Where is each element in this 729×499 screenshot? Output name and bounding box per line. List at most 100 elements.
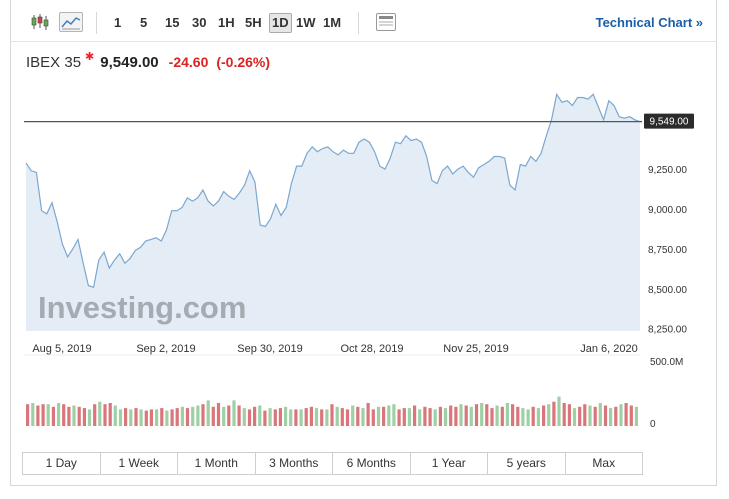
- timeframe-15[interactable]: 15: [165, 15, 180, 30]
- volume-axis-zero: 0: [650, 419, 656, 430]
- volume-bar: [521, 408, 525, 426]
- toolbar-separator: [358, 12, 359, 34]
- volume-bar: [36, 405, 40, 426]
- y-tick-label: 9,250.00: [648, 165, 687, 176]
- volume-bar: [57, 403, 61, 426]
- x-tick-label: Jan 6, 2020: [580, 343, 638, 355]
- volume-bar: [149, 409, 153, 426]
- volume-bar: [247, 409, 252, 426]
- volume-bar: [237, 405, 241, 426]
- volume-bar: [557, 396, 561, 426]
- volume-bar: [67, 406, 71, 426]
- y-tick-label: 8,750.00: [648, 245, 687, 256]
- layout-icon[interactable]: [376, 13, 396, 31]
- volume-bar: [309, 406, 313, 426]
- last-price-label-bg: [644, 113, 694, 129]
- volume-bar: [273, 409, 277, 426]
- volume-bar: [87, 409, 92, 426]
- range-max[interactable]: Max: [592, 456, 616, 470]
- volume-bar: [500, 406, 504, 426]
- volume-bar: [397, 409, 401, 426]
- volume-bar: [418, 409, 422, 426]
- volume-bar: [278, 408, 282, 426]
- price-area: [26, 94, 640, 331]
- timeframe-5h[interactable]: 5H: [245, 15, 262, 30]
- range-6-months[interactable]: 6 Months: [333, 453, 411, 474]
- volume-bar: [206, 400, 210, 426]
- volume-bar: [170, 409, 174, 426]
- volume-bar: [356, 406, 360, 426]
- timeframe-1d[interactable]: 1D: [269, 13, 292, 33]
- volume-bar: [113, 405, 117, 426]
- volume-bar: [330, 404, 334, 426]
- volume-bar: [144, 410, 148, 426]
- candlestick-chart-icon[interactable]: [28, 12, 52, 32]
- watermark: Investing.com: [38, 290, 246, 325]
- realtime-star-icon: ✱: [85, 50, 95, 63]
- volume-bar: [619, 404, 623, 426]
- volume-bar: [505, 403, 509, 426]
- timeframe-1w[interactable]: 1W: [296, 15, 316, 30]
- range-1-day[interactable]: 1 Day: [23, 453, 101, 474]
- volume-bar: [72, 405, 76, 426]
- volume-bar: [552, 401, 556, 426]
- volume-bar: [165, 410, 169, 426]
- volume-bar: [593, 406, 597, 426]
- range-selector: 1 Day 1 Week 1 Month 3 Months 6 Months 1…: [22, 452, 643, 475]
- volume-bar: [201, 404, 205, 426]
- volume-bar: [222, 406, 226, 426]
- volume-bar: [82, 408, 86, 426]
- range-1-week[interactable]: 1 Week: [101, 453, 178, 474]
- volume-bar: [31, 403, 35, 426]
- volume-bar: [175, 408, 179, 426]
- volume-bar: [268, 408, 272, 426]
- range-3-months[interactable]: 3 Months: [256, 453, 333, 474]
- volume-bar: [526, 409, 530, 426]
- volume-bar: [103, 404, 107, 426]
- volume-bar: [294, 409, 298, 426]
- last-price-label: 9,549.00: [650, 117, 689, 128]
- volume-bar: [371, 409, 375, 426]
- y-tick-label: 9,000.00: [648, 205, 687, 216]
- volume-bar: [413, 405, 417, 426]
- volume-bar: [629, 405, 633, 426]
- volume-bar: [609, 408, 613, 426]
- volume-bar: [108, 403, 112, 426]
- volume-bar: [423, 406, 427, 426]
- timeframe-1[interactable]: 1: [114, 15, 122, 30]
- volume-bar: [454, 406, 458, 426]
- volume-bar: [160, 408, 164, 426]
- volume-bar: [345, 409, 350, 426]
- volume-bar: [62, 404, 66, 426]
- timeframe-1m[interactable]: 1M: [323, 15, 342, 30]
- range-5-years[interactable]: 5 years: [488, 453, 566, 474]
- toolbar-separator: [96, 12, 97, 34]
- volume-bar: [583, 404, 587, 426]
- volume-bar: [634, 406, 638, 426]
- volume-bar: [392, 404, 396, 426]
- volume-bar: [490, 408, 494, 426]
- range-1-month[interactable]: 1 Month: [178, 453, 256, 474]
- range-1-year[interactable]: 1 Year: [411, 453, 488, 474]
- volume-bar: [139, 409, 143, 426]
- volume-bar: [449, 405, 453, 426]
- volume-axis-max: 500.0M: [650, 357, 683, 368]
- x-tick-label: Aug 5, 2019: [32, 343, 91, 355]
- y-tick-label: 8,500.00: [648, 285, 687, 296]
- volume-bar: [433, 409, 437, 426]
- timeframe-30[interactable]: 30: [192, 15, 207, 30]
- volume-bar: [216, 403, 221, 426]
- timeframe-5[interactable]: 5: [140, 15, 148, 30]
- volume-bar: [598, 403, 602, 426]
- volume-bar: [232, 400, 236, 426]
- timeframe-1h[interactable]: 1H: [218, 15, 235, 30]
- line-chart-icon[interactable]: [59, 12, 83, 32]
- technical-chart-link[interactable]: Technical Chart »: [595, 15, 703, 30]
- x-tick-label: Nov 25, 2019: [443, 343, 508, 355]
- volume-bar: [459, 404, 463, 426]
- volume-bar: [196, 405, 200, 426]
- price-change: -24.60: [168, 54, 209, 70]
- volume-bar: [480, 403, 484, 426]
- volume-bar: [428, 408, 432, 426]
